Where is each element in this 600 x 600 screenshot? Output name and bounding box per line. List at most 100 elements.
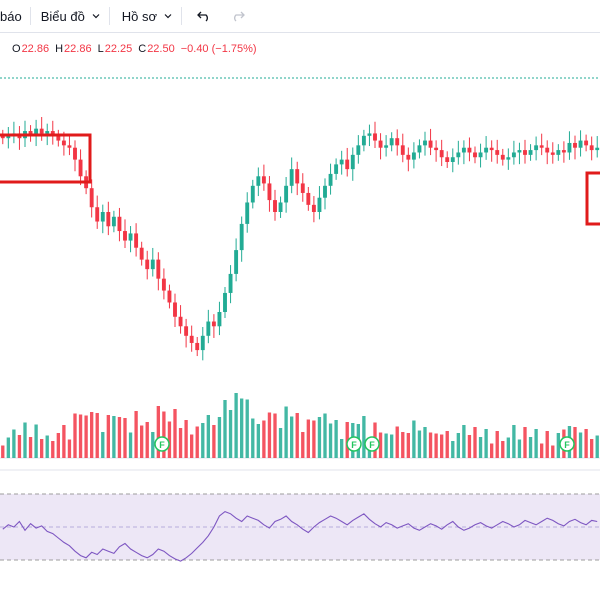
candle-body (123, 231, 127, 241)
candle-body (28, 131, 33, 136)
candle-body (478, 152, 483, 158)
toolbar-divider (108, 7, 110, 25)
candle-body (167, 290, 172, 303)
dividend-marker[interactable]: F (364, 436, 380, 452)
volume-bar (273, 413, 277, 458)
candle-body (295, 169, 300, 184)
chevron-down-icon (92, 14, 100, 19)
volume-bar (540, 443, 544, 458)
candle-body (273, 200, 277, 212)
candle-body (417, 145, 422, 153)
high-value: 22.86 (64, 43, 92, 55)
volume-bar (595, 435, 599, 458)
volume-bar (284, 406, 288, 458)
candle-body (6, 135, 11, 139)
open-value: 22.86 (21, 43, 50, 55)
rsi-line (2, 510, 598, 562)
candle-body (245, 202, 250, 224)
volume-bar (267, 412, 272, 458)
candle-body (156, 259, 161, 279)
high-key: H (55, 43, 64, 55)
candle-body (550, 152, 555, 155)
volume-bar (378, 432, 383, 458)
dividend-marker[interactable]: F (154, 436, 170, 452)
candle-body (217, 312, 222, 327)
candle-body (389, 138, 394, 146)
candle-body (473, 152, 477, 158)
candle-body (406, 154, 411, 160)
volume-bar (528, 437, 533, 458)
volume-bar (51, 441, 55, 458)
volume-bar (362, 416, 366, 458)
volume-bar (301, 432, 305, 458)
candle-body (534, 145, 539, 151)
volume-bar (295, 413, 299, 458)
volume-bar (134, 411, 138, 458)
candle-body (300, 183, 305, 193)
undo-button[interactable] (182, 0, 220, 32)
volume-bar (478, 437, 483, 458)
volume-bar (228, 410, 233, 458)
candle-body (195, 342, 200, 351)
chart-menu[interactable]: Biểu đồ (31, 0, 109, 32)
volume-bar (517, 439, 522, 458)
candle-body (178, 316, 183, 327)
candle-body (256, 176, 261, 186)
candle-body (373, 133, 377, 141)
volume-bar (6, 437, 10, 458)
candle-body (34, 128, 39, 136)
marker-circle (346, 436, 362, 452)
volume-bar (90, 412, 94, 458)
volume-bar (412, 420, 416, 458)
toolbar-divider (29, 7, 31, 25)
volume-bar (534, 429, 538, 458)
volume-bar (240, 398, 244, 458)
volume-bar (428, 432, 433, 458)
volume-bar (112, 416, 116, 458)
volume-bar (128, 432, 133, 458)
candle-body (439, 150, 444, 158)
volume-bar (467, 435, 472, 458)
candle-body (517, 150, 522, 153)
candle-body (128, 233, 133, 241)
alerts-menu[interactable]: báo (0, 0, 30, 32)
dividend-marker[interactable]: F (559, 436, 575, 452)
redo-button[interactable] (220, 0, 254, 32)
candle-body (289, 169, 294, 186)
marker-label: F (564, 440, 570, 450)
volume-bar (173, 409, 177, 458)
undo-icon (197, 11, 209, 22)
volume-bar (245, 399, 249, 458)
highlight-box-right (585, 171, 600, 226)
profile-menu-label: Hồ sơ (121, 8, 158, 24)
volume-bar (551, 445, 555, 458)
volume-bar (590, 439, 594, 458)
candle-body (484, 147, 489, 153)
candle-body (139, 247, 144, 260)
candle-body (384, 145, 389, 148)
candle-body (0, 135, 5, 139)
close-value: 22.50 (147, 43, 175, 55)
volume-bar (290, 416, 294, 458)
volume-bar (545, 431, 549, 458)
volume-bar (262, 420, 266, 458)
volume-bar (345, 422, 349, 458)
candle-body (228, 273, 233, 293)
candle-body (56, 135, 61, 141)
dividend-marker[interactable]: F (346, 436, 362, 452)
volume-bar (162, 411, 166, 458)
volume-bar (184, 420, 188, 458)
volume-bar (223, 400, 227, 458)
candle-body (367, 133, 372, 136)
candle-body (78, 159, 83, 177)
candle-body (100, 212, 105, 222)
candle-body (423, 140, 427, 146)
alerts-label: báo (0, 8, 22, 24)
redo-icon (234, 11, 245, 22)
profile-menu[interactable]: Hồ sơ (110, 0, 181, 32)
volume-bar (417, 430, 422, 458)
volume-bar (490, 443, 494, 458)
candle-body (67, 145, 72, 148)
